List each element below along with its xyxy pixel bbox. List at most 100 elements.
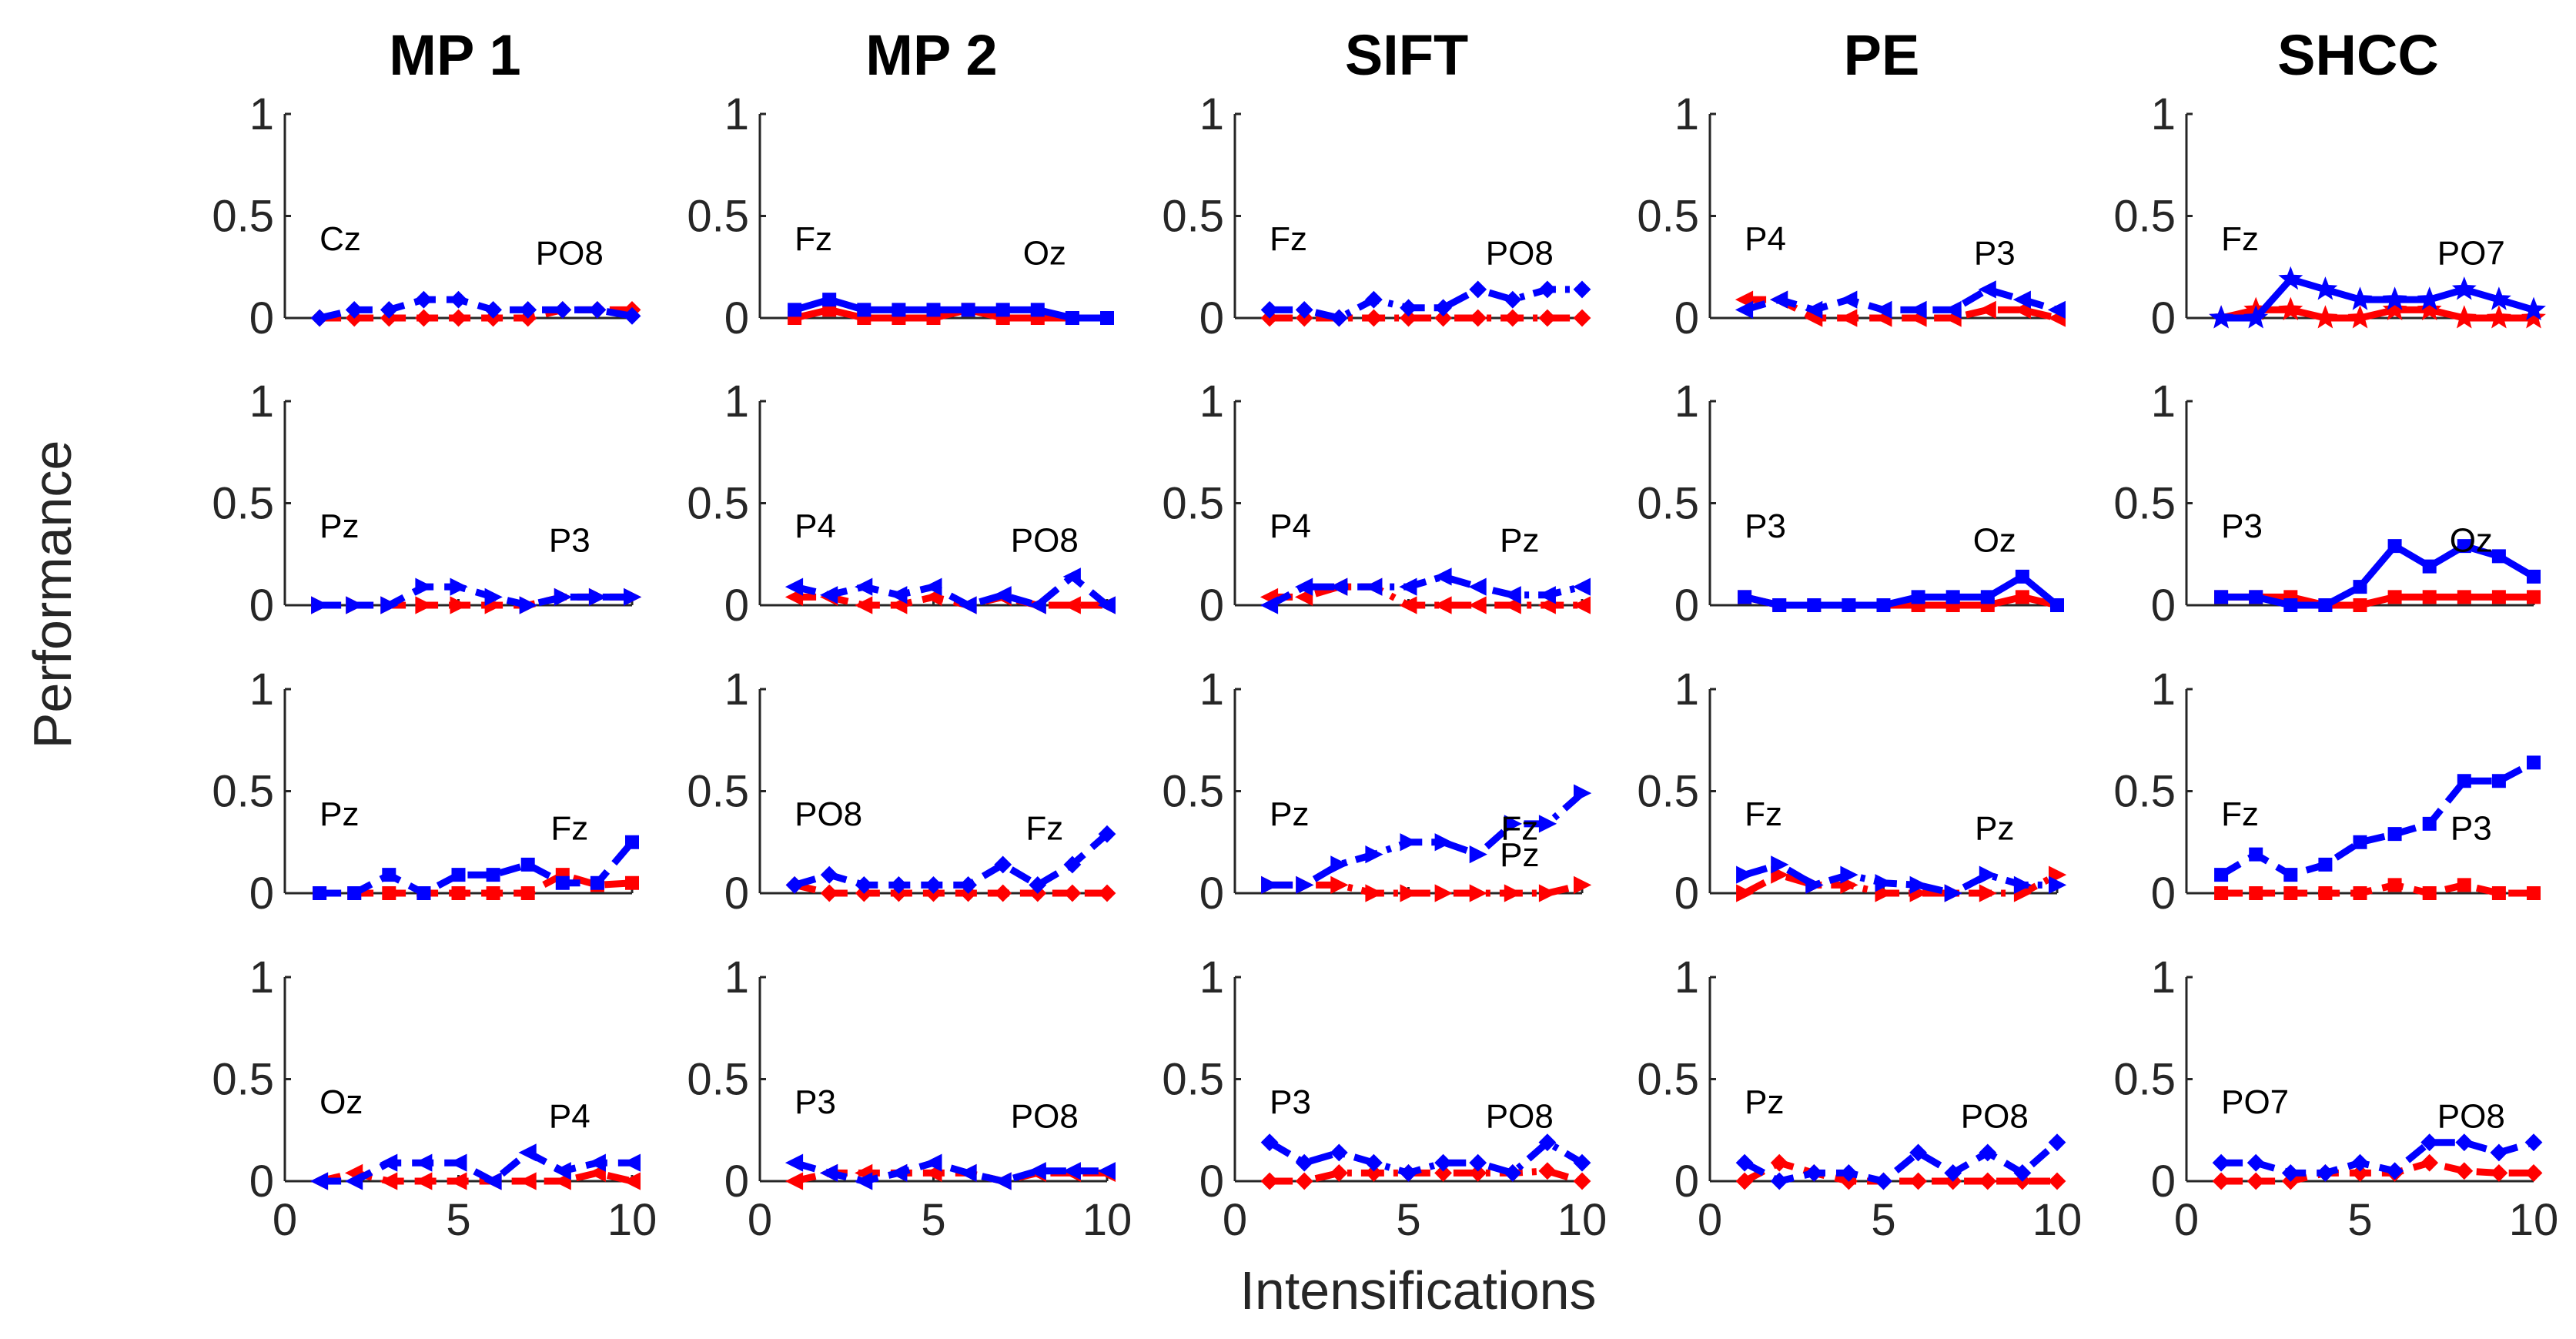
data-point-red bbox=[1839, 309, 1858, 327]
data-point-blue bbox=[2283, 868, 2298, 882]
data-point-blue bbox=[2318, 857, 2333, 872]
data-point-red bbox=[450, 596, 468, 614]
data-point-blue bbox=[2382, 286, 2407, 310]
panel-c1-r1: 0 0.5 1 Cz PO8 bbox=[212, 89, 641, 343]
channel-label: Fz bbox=[795, 220, 832, 258]
data-point-blue bbox=[415, 577, 433, 596]
x-tick-label: 10 bbox=[1557, 1195, 1607, 1245]
data-point-blue bbox=[785, 1153, 804, 1172]
y-tick-label: 0 bbox=[1199, 293, 1224, 343]
data-point-red bbox=[2457, 878, 2471, 892]
data-point-blue bbox=[519, 596, 537, 614]
y-tick-label: 1 bbox=[2151, 377, 2176, 427]
data-point-red bbox=[1434, 1163, 1453, 1182]
y-tick-label: 1 bbox=[1674, 89, 1699, 139]
data-point-blue bbox=[2313, 276, 2338, 300]
y-tick-label: 0.5 bbox=[212, 192, 274, 242]
y-tick-label: 1 bbox=[1674, 664, 1699, 715]
data-point-blue bbox=[1945, 590, 1960, 604]
data-point-red bbox=[449, 1172, 467, 1190]
data-point-blue bbox=[2278, 266, 2303, 290]
data-point-blue bbox=[1029, 875, 1047, 894]
data-point-blue bbox=[1805, 300, 1823, 320]
data-point-blue bbox=[382, 868, 396, 882]
y-tick-label: 0.5 bbox=[1637, 192, 1699, 242]
data-point-red bbox=[2382, 296, 2407, 320]
data-point-red bbox=[414, 309, 433, 327]
data-point-blue bbox=[2050, 598, 2064, 612]
data-point-red bbox=[450, 309, 467, 327]
data-point-blue bbox=[1364, 1153, 1383, 1172]
channel-label: P3 bbox=[2221, 507, 2263, 545]
data-point-blue bbox=[2316, 1163, 2334, 1182]
data-point-blue bbox=[1574, 784, 1592, 802]
data-point-blue bbox=[624, 587, 642, 607]
data-point-blue bbox=[2524, 1133, 2543, 1152]
y-tick-label: 1 bbox=[2151, 952, 2176, 1003]
series-line-blue bbox=[319, 1149, 632, 1185]
data-point-red bbox=[2318, 886, 2333, 900]
data-point-blue bbox=[1875, 1172, 1892, 1190]
data-point-blue bbox=[993, 1172, 1012, 1190]
channel-label: PO7 bbox=[2437, 234, 2505, 272]
panel-c2-r3: 0 0.5 1 PO8 Fz bbox=[687, 664, 1116, 919]
data-point-red bbox=[1504, 884, 1523, 902]
panel-c5-r1: 0 0.5 1 Fz PO7 bbox=[2113, 89, 2546, 343]
data-point-blue bbox=[2013, 875, 2032, 895]
y-tick-label: 1 bbox=[1199, 377, 1224, 427]
data-point-blue bbox=[1980, 590, 1995, 604]
data-point-blue bbox=[1065, 311, 1079, 325]
data-point-blue bbox=[1735, 1153, 1754, 1172]
series-line-blue bbox=[1743, 286, 2059, 313]
data-point-blue bbox=[995, 303, 1010, 317]
data-point-blue bbox=[1364, 577, 1383, 596]
y-tick-label: 0 bbox=[2151, 293, 2176, 343]
data-point-red bbox=[1469, 884, 1487, 902]
data-point-blue bbox=[2386, 1162, 2404, 1180]
data-point-red bbox=[2351, 1163, 2369, 1182]
channel-label: PO8 bbox=[795, 795, 862, 833]
y-tick-label: 1 bbox=[724, 89, 749, 139]
data-point-blue bbox=[2387, 539, 2402, 554]
y-tick-label: 0.5 bbox=[2113, 767, 2176, 817]
data-point-blue bbox=[1330, 309, 1348, 327]
channel-label: PO8 bbox=[1961, 1097, 2029, 1135]
y-tick-label: 1 bbox=[724, 952, 749, 1003]
data-point-red bbox=[2420, 1153, 2439, 1172]
series-line-red bbox=[2220, 306, 2534, 322]
data-point-blue bbox=[1434, 1153, 1453, 1172]
data-point-red bbox=[2278, 296, 2303, 320]
data-point-blue bbox=[1469, 1153, 1487, 1172]
y-tick-label: 1 bbox=[249, 377, 274, 427]
y-tick-label: 0.5 bbox=[212, 479, 274, 529]
data-point-blue bbox=[1979, 865, 1998, 884]
y-tick-label: 0.5 bbox=[2113, 1055, 2176, 1105]
channel-label: Fz bbox=[1025, 809, 1063, 847]
channel-label: Oz bbox=[2450, 521, 2493, 559]
data-point-blue bbox=[1330, 1143, 1348, 1162]
data-point-red bbox=[2015, 590, 2029, 604]
data-point-blue bbox=[1504, 1163, 1522, 1182]
data-point-red bbox=[2249, 886, 2263, 900]
data-point-blue bbox=[2422, 816, 2437, 831]
data-point-blue bbox=[1100, 311, 1114, 325]
channel-label: Pz bbox=[319, 507, 359, 545]
y-tick-label: 1 bbox=[249, 952, 274, 1003]
data-point-blue bbox=[1805, 1163, 1823, 1182]
data-point-blue bbox=[1028, 596, 1046, 614]
data-point-blue bbox=[2347, 286, 2373, 310]
y-tick-label: 0 bbox=[724, 293, 749, 343]
y-tick-label: 0 bbox=[1674, 293, 1699, 343]
data-point-red bbox=[518, 1172, 537, 1190]
channel-label: Fz bbox=[2221, 220, 2259, 258]
data-point-blue bbox=[819, 1163, 838, 1183]
panel-c5-r3: 0 0.5 1 Fz P3 bbox=[2113, 664, 2541, 919]
y-axis-title: Performance bbox=[22, 440, 82, 749]
y-tick-label: 0 bbox=[2151, 1157, 2176, 1207]
y-tick-label: 0 bbox=[1199, 1157, 1224, 1207]
data-point-blue bbox=[380, 300, 398, 319]
channel-label: P3 bbox=[1974, 234, 2016, 272]
panel-c5-r2: 0 0.5 1 P3 Oz bbox=[2113, 377, 2541, 631]
channel-label: Fz bbox=[1500, 809, 1538, 847]
